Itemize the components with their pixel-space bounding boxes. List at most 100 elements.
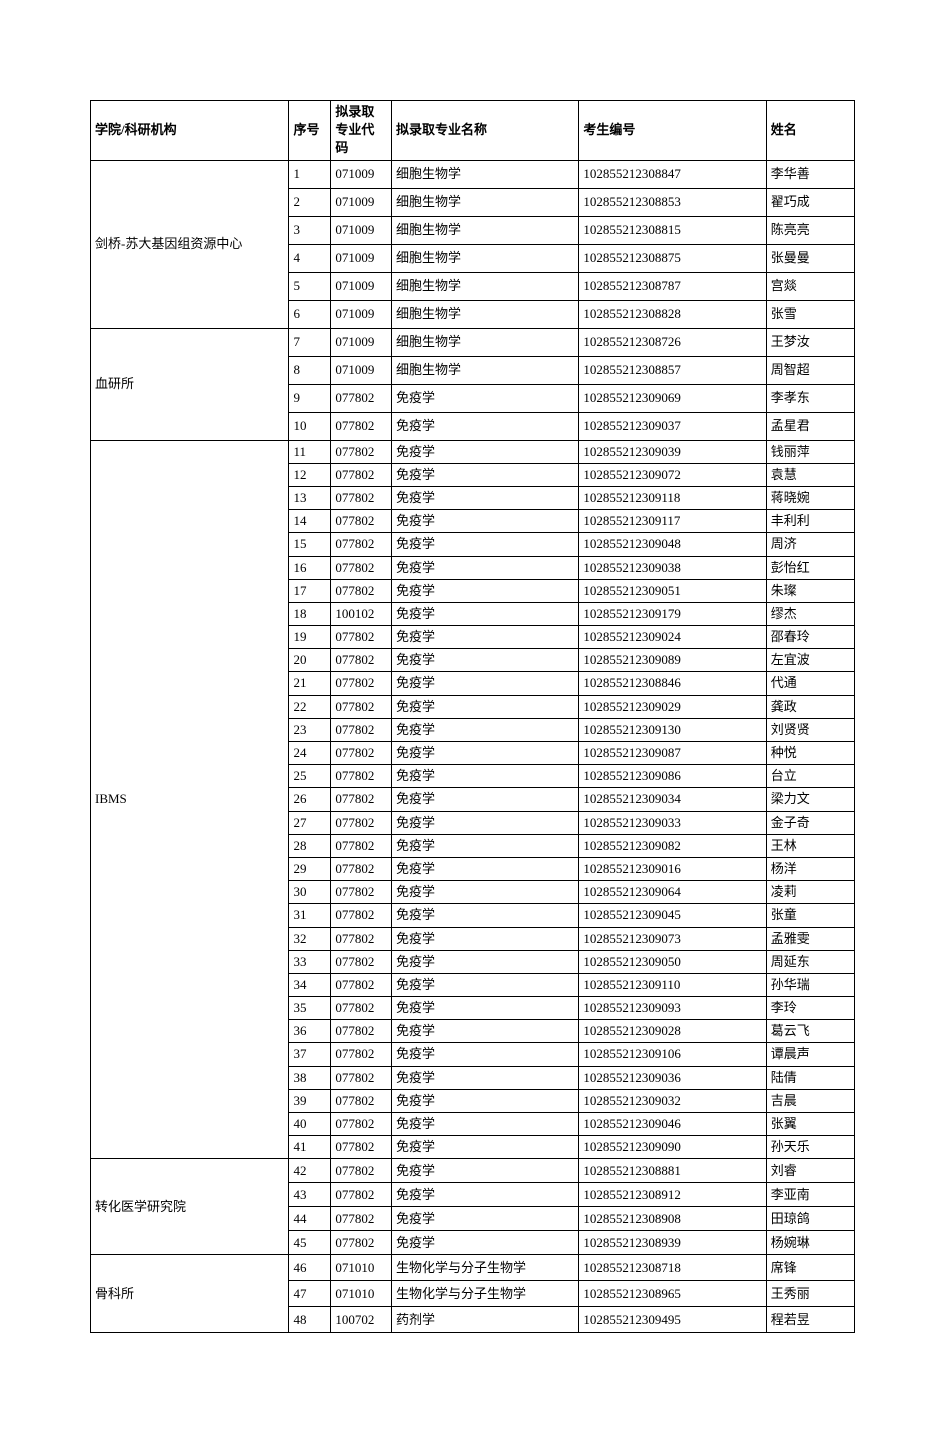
exam-id-cell: 102855212309033: [579, 811, 766, 834]
major-name-cell: 免疫学: [391, 997, 578, 1020]
seq-cell: 27: [289, 811, 331, 834]
seq-cell: 47: [289, 1281, 331, 1307]
name-cell: 钱丽萍: [766, 440, 854, 463]
major-name-cell: 免疫学: [391, 765, 578, 788]
exam-id-cell: 102855212309037: [579, 412, 766, 440]
major-code-cell: 077802: [331, 486, 392, 509]
name-cell: 翟巧成: [766, 188, 854, 216]
name-cell: 王梦汝: [766, 328, 854, 356]
exam-id-cell: 102855212308815: [579, 216, 766, 244]
exam-id-cell: 102855212308939: [579, 1231, 766, 1255]
major-name-cell: 免疫学: [391, 904, 578, 927]
seq-cell: 9: [289, 384, 331, 412]
major-code-cell: 077802: [331, 927, 392, 950]
major-code-cell: 077802: [331, 742, 392, 765]
institution-cell: 转化医学研究院: [91, 1159, 289, 1255]
name-cell: 周智超: [766, 356, 854, 384]
exam-id-cell: 102855212309064: [579, 881, 766, 904]
exam-id-cell: 102855212308853: [579, 188, 766, 216]
major-name-cell: 免疫学: [391, 463, 578, 486]
major-code-cell: 071009: [331, 216, 392, 244]
name-cell: 彭怡红: [766, 556, 854, 579]
seq-cell: 3: [289, 216, 331, 244]
major-code-cell: 077802: [331, 384, 392, 412]
major-code-cell: 077802: [331, 649, 392, 672]
major-name-cell: 免疫学: [391, 1207, 578, 1231]
major-name-cell: 免疫学: [391, 1183, 578, 1207]
exam-id-cell: 102855212309093: [579, 997, 766, 1020]
major-name-cell: 细胞生物学: [391, 272, 578, 300]
name-cell: 代通: [766, 672, 854, 695]
major-code-cell: 077802: [331, 1089, 392, 1112]
name-cell: 杨婉琳: [766, 1231, 854, 1255]
exam-id-cell: 102855212308726: [579, 328, 766, 356]
name-cell: 张曼曼: [766, 244, 854, 272]
exam-id-cell: 102855212309130: [579, 718, 766, 741]
exam-id-cell: 102855212308828: [579, 300, 766, 328]
exam-id-cell: 102855212309179: [579, 602, 766, 625]
major-code-cell: 071009: [331, 188, 392, 216]
major-code-cell: 077802: [331, 811, 392, 834]
seq-cell: 46: [289, 1255, 331, 1281]
seq-cell: 18: [289, 602, 331, 625]
major-code-cell: 077802: [331, 1159, 392, 1183]
major-code-cell: 077802: [331, 463, 392, 486]
name-cell: 李亚南: [766, 1183, 854, 1207]
major-code-cell: 077802: [331, 510, 392, 533]
exam-id-cell: 102855212309069: [579, 384, 766, 412]
institution-cell: 剑桥-苏大基因组资源中心: [91, 160, 289, 328]
seq-cell: 30: [289, 881, 331, 904]
name-cell: 朱璨: [766, 579, 854, 602]
table-header-row: 学院/科研机构 序号 拟录取专业代码 拟录取专业名称 考生编号 姓名: [91, 101, 855, 161]
major-code-cell: 100702: [331, 1307, 392, 1333]
major-name-cell: 免疫学: [391, 695, 578, 718]
major-code-cell: 077802: [331, 440, 392, 463]
major-name-cell: 药剂学: [391, 1307, 578, 1333]
major-code-cell: 077802: [331, 695, 392, 718]
seq-cell: 41: [289, 1136, 331, 1159]
major-name-cell: 免疫学: [391, 973, 578, 996]
seq-cell: 45: [289, 1231, 331, 1255]
major-name-cell: 免疫学: [391, 649, 578, 672]
name-cell: 孙华瑞: [766, 973, 854, 996]
table-row: 剑桥-苏大基因组资源中心1071009细胞生物学102855212308847李…: [91, 160, 855, 188]
major-code-cell: 071009: [331, 328, 392, 356]
seq-cell: 35: [289, 997, 331, 1020]
seq-cell: 13: [289, 486, 331, 509]
major-code-cell: 077802: [331, 904, 392, 927]
major-code-cell: 071009: [331, 356, 392, 384]
name-cell: 李玲: [766, 997, 854, 1020]
major-name-cell: 免疫学: [391, 881, 578, 904]
seq-cell: 11: [289, 440, 331, 463]
exam-id-cell: 102855212309045: [579, 904, 766, 927]
seq-cell: 31: [289, 904, 331, 927]
major-name-cell: 细胞生物学: [391, 188, 578, 216]
major-name-cell: 免疫学: [391, 1066, 578, 1089]
seq-cell: 28: [289, 834, 331, 857]
name-cell: 张童: [766, 904, 854, 927]
seq-cell: 38: [289, 1066, 331, 1089]
institution-cell: 骨科所: [91, 1255, 289, 1333]
exam-id-cell: 102855212308875: [579, 244, 766, 272]
exam-id-cell: 102855212308857: [579, 356, 766, 384]
major-name-cell: 免疫学: [391, 384, 578, 412]
name-cell: 左宜波: [766, 649, 854, 672]
name-cell: 孟雅雯: [766, 927, 854, 950]
major-code-cell: 077802: [331, 950, 392, 973]
seq-cell: 23: [289, 718, 331, 741]
name-cell: 种悦: [766, 742, 854, 765]
seq-cell: 10: [289, 412, 331, 440]
name-cell: 金子奇: [766, 811, 854, 834]
major-code-cell: 077802: [331, 765, 392, 788]
seq-cell: 22: [289, 695, 331, 718]
major-code-cell: 077802: [331, 533, 392, 556]
major-name-cell: 细胞生物学: [391, 328, 578, 356]
major-name-cell: 免疫学: [391, 742, 578, 765]
name-cell: 周延东: [766, 950, 854, 973]
admission-table: 学院/科研机构 序号 拟录取专业代码 拟录取专业名称 考生编号 姓名 剑桥-苏大…: [90, 100, 855, 1333]
major-name-cell: 免疫学: [391, 556, 578, 579]
major-name-cell: 细胞生物学: [391, 356, 578, 384]
seq-cell: 40: [289, 1113, 331, 1136]
major-code-cell: 071009: [331, 244, 392, 272]
name-cell: 李孝东: [766, 384, 854, 412]
